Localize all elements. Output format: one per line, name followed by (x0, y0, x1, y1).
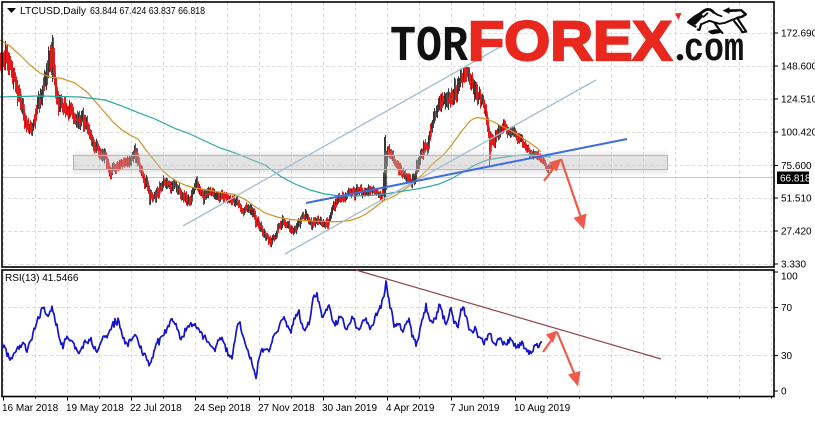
svg-text:124.510: 124.510 (781, 95, 815, 106)
svg-text:100: 100 (781, 272, 798, 283)
svg-text:RSI(13) 41.5466: RSI(13) 41.5466 (5, 273, 79, 284)
svg-text:27.420: 27.420 (781, 227, 812, 238)
svg-text:3.330: 3.330 (781, 260, 806, 271)
svg-text:30: 30 (781, 351, 793, 362)
svg-text:51.510: 51.510 (781, 194, 812, 205)
svg-text:0: 0 (781, 387, 787, 398)
svg-text:27 Nov 2018: 27 Nov 2018 (258, 403, 315, 414)
svg-text:22 Jul 2018: 22 Jul 2018 (130, 403, 182, 414)
svg-text:63.844 67.424 63.837 66.818: 63.844 67.424 63.837 66.818 (90, 5, 205, 17)
svg-text:.: . (675, 24, 685, 69)
svg-text:10 Aug 2019: 10 Aug 2019 (514, 403, 571, 414)
svg-text:24 Sep 2018: 24 Sep 2018 (194, 403, 251, 414)
svg-text:7 Jun 2019: 7 Jun 2019 (450, 403, 500, 414)
svg-text:TOR: TOR (390, 19, 468, 76)
svg-text:30 Jan 2019: 30 Jan 2019 (322, 403, 377, 414)
svg-text:LTCUSD,Daily: LTCUSD,Daily (20, 5, 87, 17)
svg-text:148.600: 148.600 (781, 62, 815, 73)
svg-text:75.600: 75.600 (781, 161, 812, 172)
svg-text:16 Mar 2018: 16 Mar 2018 (2, 403, 59, 414)
svg-text:100.420: 100.420 (781, 128, 815, 139)
svg-text:FOREX: FOREX (468, 9, 672, 72)
svg-text:66.818: 66.818 (780, 174, 811, 185)
svg-text:172.690: 172.690 (781, 29, 815, 40)
svg-text:70: 70 (781, 303, 793, 314)
svg-text:19 May 2018: 19 May 2018 (66, 403, 124, 414)
svg-text:com: com (684, 28, 744, 73)
svg-text:4 Apr 2019: 4 Apr 2019 (386, 403, 435, 414)
